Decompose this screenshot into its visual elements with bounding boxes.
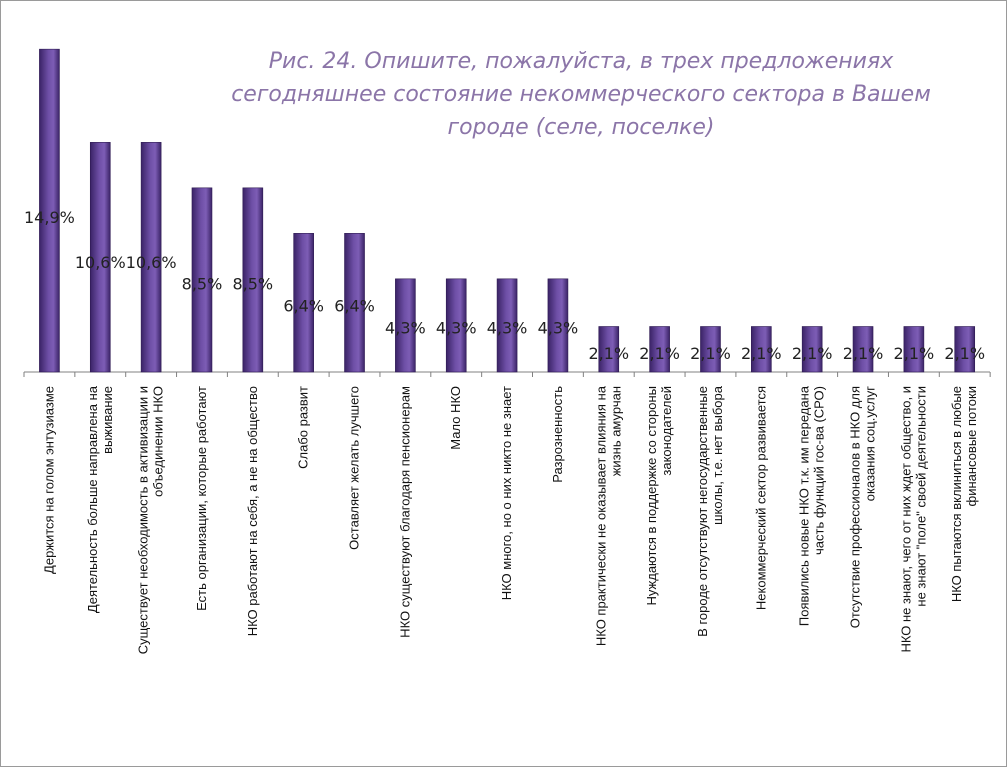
data-label: 4,3% [487,318,528,337]
data-label: 2,1% [690,344,731,363]
data-label: 2,1% [792,344,833,363]
data-label: 2,1% [588,344,629,363]
data-label: 2,1% [894,344,935,363]
category-label: Держится на голом энтузиазме [41,386,56,574]
category-label: Мало НКО [448,386,463,450]
category-label: НКО пытаются вклиниться в любыефинансовы… [949,386,979,602]
data-label: 8,5% [182,275,223,294]
category-label: Появились новые НКО т.к. им переданачаст… [797,385,827,626]
category-label: Деятельность больше направлена навыживан… [85,385,115,613]
bar [140,142,162,373]
bar [445,278,467,373]
bar [598,326,620,373]
bar [89,142,111,373]
category-label: НКО существуют благодаря пенсионерам [397,386,412,638]
data-label: 10,6% [126,253,177,272]
bar [39,48,60,373]
bar [649,326,670,373]
bar [395,278,416,373]
bar [751,326,772,373]
category-label: Есть организации, которые работают [194,386,209,611]
category-label: Разрозненность [550,386,565,483]
chart-title: Рис. 24. Опишите, пожалуйста, в трех пре… [231,49,931,140]
category-label: Некоммерческий сектор развивается [753,386,768,610]
category-label: Отсутствие профессионалов в НКО дляоказа… [848,386,878,629]
category-label: Нуждаются в поддержке со сторонызаконода… [644,386,674,605]
data-label: 2,1% [639,344,680,363]
data-label: 2,1% [741,344,782,363]
category-label: НКО не знают, чего от них ждет общество,… [898,386,928,653]
bar [242,187,264,373]
bar [344,233,365,373]
data-label: 6,4% [283,296,324,315]
bar [801,326,823,373]
data-label: 8,5% [232,275,273,294]
bar [852,326,874,373]
data-label: 6,4% [334,296,375,315]
data-label: 2,1% [944,344,985,363]
category-label: Оставляет желать лучшего [347,386,362,550]
data-label: 10,6% [75,253,126,272]
category-label: Слабо развит [296,386,311,469]
bar [547,278,569,373]
category-label: НКО практически не оказывает влияния наж… [593,385,623,646]
bar [954,326,976,373]
bar [293,233,314,373]
category-label: НКО работают на себя, а не на общество [245,386,260,636]
bar [496,278,518,373]
data-label: 4,3% [538,318,579,337]
bar [700,326,721,373]
category-label: В городе отсутствуют негосударственныешк… [695,385,725,637]
data-label: 2,1% [843,344,884,363]
bar [191,187,213,373]
category-label: Существует необходимость в активизации и… [136,386,166,654]
category-label: НКО много, но о них никто не знает [499,386,514,600]
data-label: 14,9% [24,208,75,227]
data-label: 4,3% [436,318,477,337]
data-label: 4,3% [385,318,426,337]
bar [903,326,925,373]
